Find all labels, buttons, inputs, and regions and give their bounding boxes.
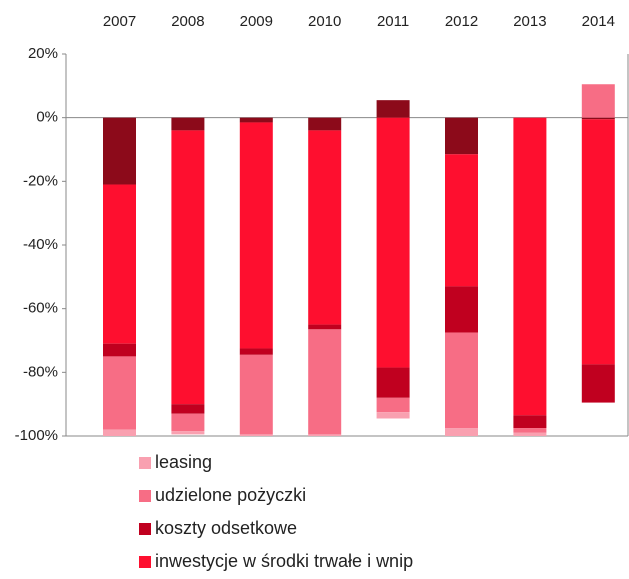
bar-segment xyxy=(239,354,273,435)
bar-segment xyxy=(513,415,547,429)
bar-segment xyxy=(239,348,273,355)
bar-segment xyxy=(376,100,410,118)
y-tick-label: -20% xyxy=(23,172,58,189)
bar-segment xyxy=(376,117,410,368)
bar-segment xyxy=(171,130,205,405)
x-tick-label: 2011 xyxy=(377,13,409,30)
x-tick-label: 2014 xyxy=(582,13,615,30)
bar-segment xyxy=(445,117,478,155)
bar-segment xyxy=(376,367,410,398)
x-tick-label: 2012 xyxy=(445,13,478,30)
legend-swatch xyxy=(139,556,151,568)
bar-segment xyxy=(103,117,136,185)
bar-segment xyxy=(581,117,615,120)
x-tick-label: 2013 xyxy=(513,13,546,30)
y-tick-label: -100% xyxy=(15,427,58,444)
bar-segment xyxy=(581,84,615,118)
bar-segment xyxy=(103,343,136,357)
bar-segment xyxy=(308,130,342,325)
bar-segment xyxy=(239,122,273,349)
bar-segment xyxy=(171,117,205,131)
bar-segment xyxy=(445,332,478,429)
bar-segment xyxy=(308,324,342,330)
x-tick-label: 2009 xyxy=(240,13,273,30)
bar-segment xyxy=(239,117,273,123)
bar-segment xyxy=(171,413,205,432)
y-tick-label: -80% xyxy=(23,363,58,380)
bar-segment xyxy=(445,154,478,287)
legend-label: leasing xyxy=(155,452,212,472)
bar-segment xyxy=(581,364,615,403)
bar-segment xyxy=(581,119,615,365)
legend-swatch xyxy=(139,523,151,535)
bar-segment xyxy=(308,117,342,131)
legend-label: koszty odsetkowe xyxy=(155,518,297,538)
bar-segment xyxy=(376,397,410,413)
legend-label: inwestycje w środki trwałe i wnip xyxy=(155,551,413,571)
y-tick-label: -40% xyxy=(23,236,58,253)
x-tick-label: 2007 xyxy=(103,13,136,30)
bar-segment xyxy=(239,434,273,436)
legend-swatch xyxy=(139,457,151,469)
y-tick-label: 20% xyxy=(28,45,58,62)
legend-swatch xyxy=(139,490,151,502)
bar-segment xyxy=(513,428,547,433)
legend-label: udzielone pożyczki xyxy=(155,485,306,505)
bar-segment xyxy=(513,432,547,436)
bar-segment xyxy=(103,184,136,344)
bar-segment xyxy=(308,434,342,436)
bar-segment xyxy=(171,404,205,414)
bar-segment xyxy=(445,428,478,436)
bar-segment xyxy=(376,412,410,419)
x-tick-label: 2010 xyxy=(308,13,341,30)
x-tick-label: 2008 xyxy=(171,13,204,30)
bar-segment xyxy=(103,356,136,430)
bar-segment xyxy=(513,117,547,416)
y-tick-label: -60% xyxy=(23,300,58,317)
y-tick-label: 0% xyxy=(36,109,58,126)
bar-segment xyxy=(171,431,205,435)
bar-segment xyxy=(103,429,136,436)
bar-segment xyxy=(445,286,478,333)
bar-segment xyxy=(308,329,342,435)
